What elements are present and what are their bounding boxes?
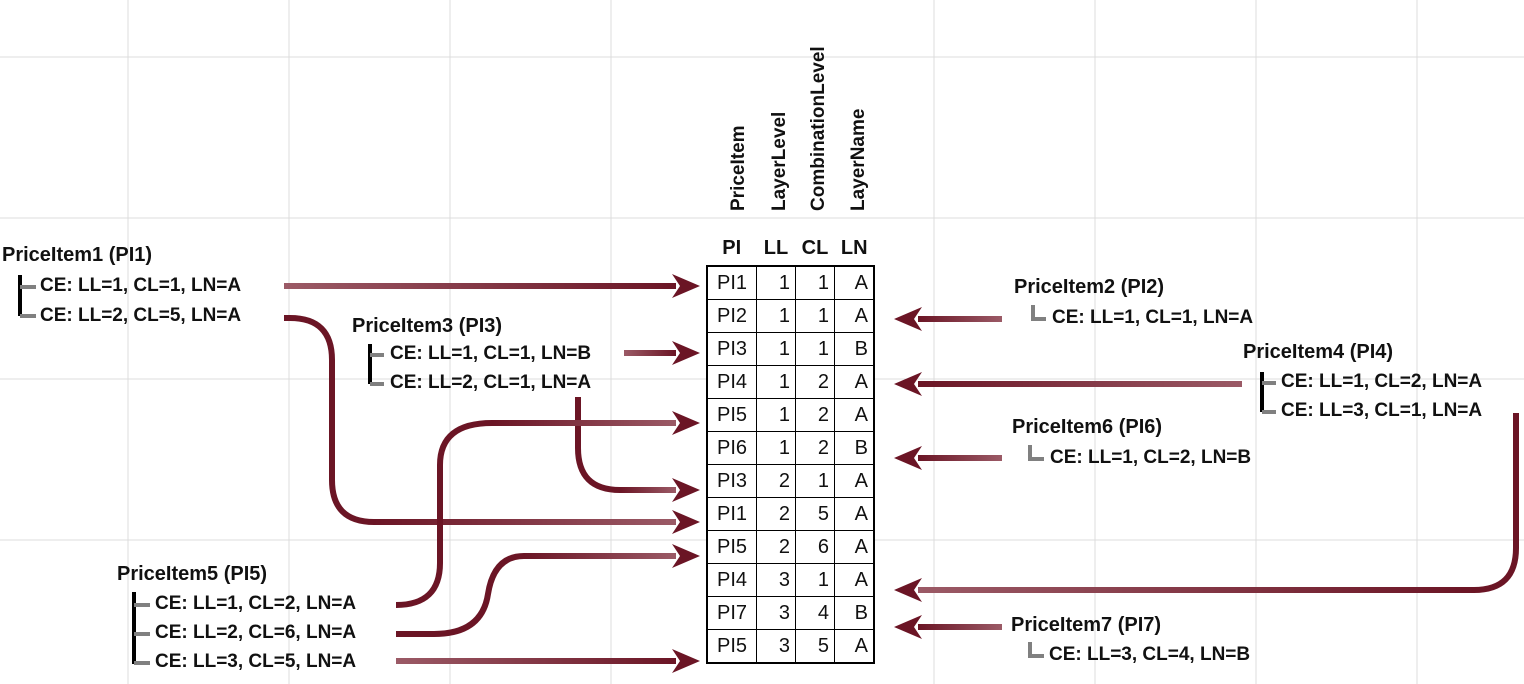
header-pi: PI (722, 237, 742, 259)
cell-cl: 5 (795, 629, 835, 664)
bracket-pi3 (368, 344, 384, 386)
table-row: PI2 1 1 A (706, 299, 875, 333)
arrow-pi4-ce1 (894, 372, 1242, 396)
priceitem3-ce-2: CE: LL=2, CL=1, LN=A (390, 372, 592, 393)
priceitem4-ce-1: CE: LL=1, CL=2, LN=A (1281, 371, 1483, 392)
cell-pi: PI7 (706, 596, 757, 630)
priceitem6-title: PriceItem6 (PI6) (1012, 416, 1163, 438)
priceitem4-ce-2: CE: LL=3, CL=1, LN=A (1281, 400, 1483, 421)
cell-cl: 1 (795, 299, 835, 333)
priceitem2-ce-1: CE: LL=1, CL=1, LN=A (1052, 307, 1254, 328)
table-row: PI1 1 1 A (706, 265, 875, 300)
cell-pi: PI3 (706, 332, 757, 366)
arrow-pi5-ce1 (395, 411, 700, 608)
cell-cl: 1 (795, 563, 835, 597)
table-row: PI4 3 1 A (706, 563, 875, 597)
table-row: PI5 2 6 A (706, 530, 875, 564)
priceitem1-ce-2: CE: LL=2, CL=5, LN=A (40, 305, 242, 326)
priceitem3-title: PriceItem3 (PI3) (352, 315, 503, 337)
arrow-pi4-ce2 (894, 413, 1519, 602)
cell-ll: 3 (756, 596, 796, 630)
priceitem5-ce-1: CE: LL=1, CL=2, LN=A (155, 593, 357, 614)
arrow-pi1-ce1 (284, 274, 700, 298)
cell-ln: A (834, 629, 875, 664)
cell-ln: A (834, 398, 875, 432)
cell-cl: 2 (795, 398, 835, 432)
priceitem-table: PI LL CL LN PI1 1 1 A PI2 1 1 A PI3 1 1 B PI4 1 2 A PI5 1… (706, 232, 875, 664)
cell-ln: A (834, 530, 875, 564)
cell-pi: PI3 (706, 464, 757, 498)
priceitem3-ce-1: CE: LL=1, CL=1, LN=B (390, 343, 592, 364)
cell-ll: 2 (756, 464, 796, 498)
arrow-pi6 (894, 446, 1002, 470)
table-header-row: PI LL CL LN (707, 232, 874, 266)
bracket-pi4 (1260, 372, 1276, 414)
arrow-pi3-ce1 (624, 341, 700, 365)
arrow-pi7 (894, 615, 1002, 639)
cell-pi: PI6 (706, 431, 757, 465)
priceitem4-title: PriceItem4 (PI4) (1243, 341, 1394, 363)
cell-ll: 2 (756, 530, 796, 564)
table-row: PI7 3 4 B (706, 596, 875, 630)
arrow-pi1-ce2 (284, 315, 700, 534)
table-row: PI6 1 2 B (706, 431, 875, 465)
priceitem6-ce-1: CE: LL=1, CL=2, LN=B (1050, 447, 1252, 468)
bracket-pi2 (1031, 305, 1046, 321)
arrow-pi2 (894, 307, 1002, 331)
arrow-pi5-ce3 (396, 649, 700, 673)
table-row: PI1 2 5 A (706, 497, 875, 531)
table-row: PI3 1 1 B (706, 332, 875, 366)
cell-pi: PI5 (706, 530, 757, 564)
cell-ll: 2 (756, 497, 796, 531)
cell-pi: PI5 (706, 629, 757, 664)
priceitem7-title: PriceItem7 (PI7) (1011, 614, 1162, 636)
table-row: PI5 3 5 A (706, 629, 875, 664)
cell-pi: PI1 (706, 497, 757, 531)
arrow-pi5-ce2 (396, 544, 700, 637)
table-row: PI5 1 2 A (706, 398, 875, 432)
priceitem5-ce-2: CE: LL=2, CL=6, LN=A (155, 622, 357, 643)
cell-cl: 1 (795, 265, 835, 300)
priceitem5-title: PriceItem5 (PI5) (117, 563, 268, 585)
cell-pi: PI1 (706, 265, 757, 300)
bracket-pi6 (1028, 445, 1044, 461)
cell-ln: A (834, 464, 875, 498)
cell-cl: 4 (795, 596, 835, 630)
header-cl: CL (801, 237, 829, 259)
cell-cl: 1 (795, 332, 835, 366)
cell-cl: 2 (795, 431, 835, 465)
priceitem2-title: PriceItem2 (PI2) (1014, 276, 1165, 298)
table-row: PI3 2 1 A (706, 464, 875, 498)
cell-ln: B (834, 596, 875, 630)
priceitem1-ce-1: CE: LL=1, CL=1, LN=A (40, 275, 242, 296)
priceitem1-title: PriceItem1 (PI1) (2, 244, 153, 266)
cell-ll: 1 (756, 431, 796, 465)
cell-ln: A (834, 497, 875, 531)
cell-cl: 5 (795, 497, 835, 531)
priceitem5-ce-3: CE: LL=3, CL=5, LN=A (155, 651, 357, 672)
bracket-pi5 (132, 592, 150, 665)
bracket-pi1 (18, 275, 36, 318)
cell-cl: 2 (795, 365, 835, 399)
cell-ln: A (834, 563, 875, 597)
header-ln: LN (840, 237, 868, 259)
bracket-pi7 (1028, 642, 1044, 658)
priceitem7-ce-1: CE: LL=3, CL=4, LN=B (1049, 644, 1251, 665)
arrow-pi3-ce2 (575, 397, 700, 502)
cell-ll: 3 (756, 629, 796, 664)
cell-ll: 1 (756, 265, 796, 300)
cell-ln: B (834, 332, 875, 366)
cell-ll: 1 (756, 299, 796, 333)
header-ll: LL (763, 237, 789, 259)
cell-pi: PI5 (706, 398, 757, 432)
